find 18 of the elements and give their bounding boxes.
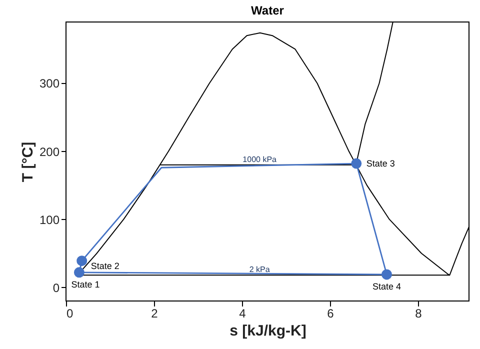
y-tick-label: 300 — [39, 76, 60, 91]
annotation: State 2 — [90, 260, 120, 271]
annotation: State 4 — [372, 281, 401, 292]
y-axis-title: T [°C] — [19, 142, 36, 182]
annotation: 2 kPa — [249, 265, 270, 274]
x-tick-label: 0 — [66, 306, 74, 320]
x-tick-label: 4 — [239, 306, 246, 320]
y-tick-label: 100 — [39, 212, 60, 227]
annotation: State 3 — [366, 158, 395, 169]
y-tick-label: 0 — [52, 280, 60, 295]
x-tick-label: 6 — [327, 306, 334, 320]
x-axis-title: s [kJ/kg-K] — [230, 322, 306, 340]
x-tick-label: 8 — [415, 306, 422, 320]
x-tick-label: 2 — [151, 306, 158, 320]
y-tick-label: 200 — [39, 144, 60, 159]
chart-title: Water — [251, 4, 284, 18]
annotation: State 1 — [71, 279, 100, 290]
annotation: 1000 kPa — [242, 154, 278, 164]
